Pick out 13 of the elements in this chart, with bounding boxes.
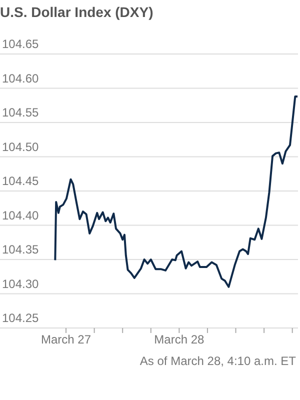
text: As of March 28, 4:10 a.m. ET xyxy=(138,354,297,368)
y-tick-label: 104.35 xyxy=(2,242,40,256)
x-tick-label: March 27 xyxy=(40,332,92,347)
y-tick-label: 104.55 xyxy=(2,106,40,120)
chart-title: U.S. Dollar Index (DXY) xyxy=(0,3,154,22)
y-tick-label: 104.50 xyxy=(2,140,40,154)
y-tick-label: 104.60 xyxy=(2,71,40,86)
x-tick-label: March 28 xyxy=(154,332,205,347)
y-tick-label: 104.40 xyxy=(2,208,40,222)
y-tick-label: 104.45 xyxy=(2,174,40,188)
y-tick-label: 104.65 xyxy=(2,37,40,51)
y-tick-label: 104.25 xyxy=(2,311,40,325)
y-tick-label: 104.30 xyxy=(2,276,40,291)
